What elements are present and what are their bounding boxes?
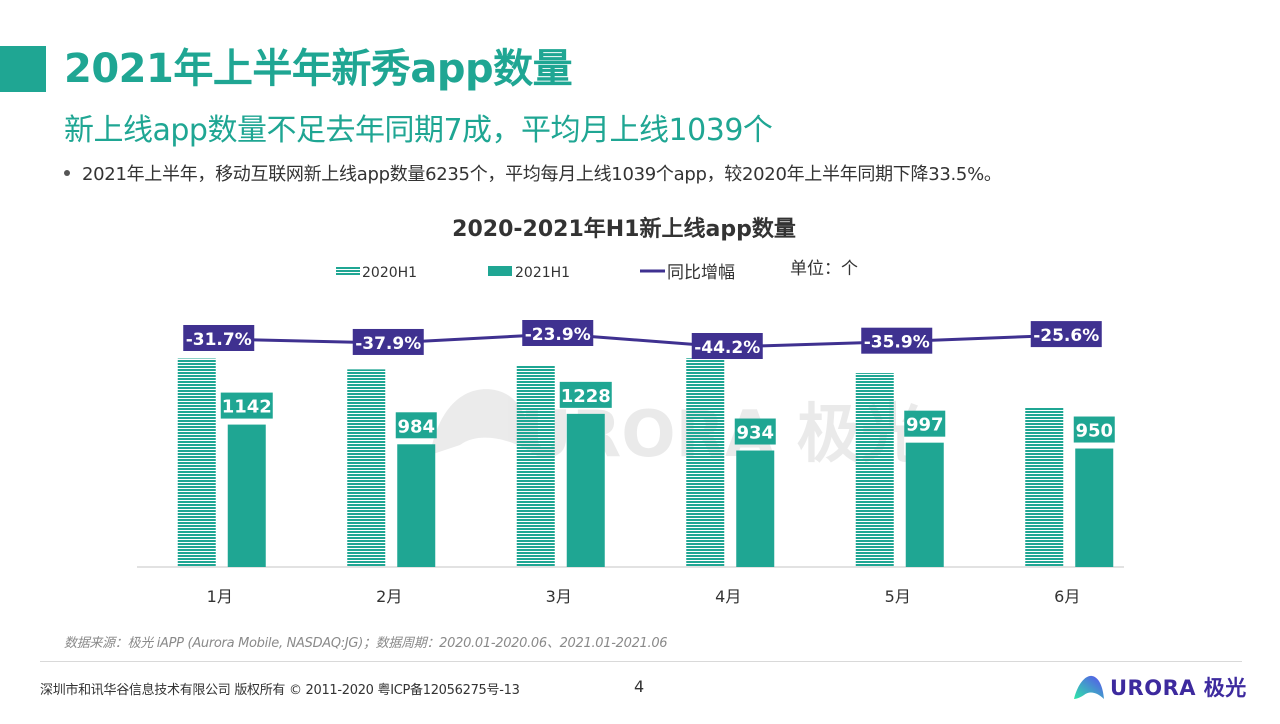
yoy-label: -31.7% [186, 330, 252, 350]
legend-label-2020h1: 2020H1 [362, 265, 417, 281]
yoy-label: -23.9% [525, 325, 591, 345]
copyright-text: 深圳市和讯华谷信息技术有限公司 版权所有 © 2011-2020 粤ICP备12… [40, 683, 520, 698]
data-label-box-2021h1 [904, 410, 946, 437]
watermark: URORA 极光 [430, 389, 925, 472]
data-label-box-2021h1 [734, 418, 776, 445]
page-title: 2021年上半年新秀app数量 [64, 46, 573, 92]
bar-2020h1 [347, 369, 386, 567]
bar-2021h1 [1075, 448, 1114, 567]
data-label-box-2021h1 [1073, 416, 1115, 443]
footer-divider [40, 661, 1242, 662]
x-tick-label: 1月 [207, 587, 233, 606]
aurora-logo-icon [1074, 675, 1104, 699]
chart-title: 2020-2021年H1新上线app数量 [452, 216, 796, 242]
yoy-label-box [522, 320, 594, 346]
aurora-logo: URORA 极光 [1072, 672, 1247, 702]
line-yoy-growth [218, 332, 1067, 349]
legend: 2020H1 2021H1 同比增幅 单位：个 [336, 259, 858, 283]
page-subtitle: 新上线app数量不足去年同期7成，平均月上线1039个 [64, 113, 773, 148]
bar-2020h1 [177, 358, 216, 567]
x-tick-label: 4月 [715, 587, 741, 606]
summary-bullet: 2021年上半年，移动互联网新上线app数量6235个，平均每月上线1039个a… [64, 162, 1002, 188]
logo-text: URORA 极光 [1110, 676, 1247, 700]
data-label-box-2021h1 [559, 381, 612, 408]
data-label-box-2021h1 [220, 392, 273, 419]
x-tick-label: 6月 [1054, 587, 1080, 606]
legend-label-yoy: 同比增幅 [667, 263, 735, 283]
yoy-label: -44.2% [694, 338, 760, 358]
page-number: 4 [634, 677, 645, 696]
bullet-dot-icon [64, 170, 70, 176]
bar-2021h1 [736, 450, 775, 567]
data-label-2021h1: 934 [736, 423, 774, 444]
bar-2021h1 [905, 442, 944, 567]
data-label-2021h1: 1142 [222, 397, 272, 418]
yoy-label: -37.9% [355, 334, 421, 354]
title-accent-block [0, 46, 46, 92]
data-label-2021h1: 1228 [561, 386, 611, 407]
unit-label: 单位：个 [790, 259, 858, 279]
legend-swatch-2020h1 [336, 266, 360, 276]
data-label-2021h1: 997 [906, 415, 944, 436]
yoy-label-box [691, 333, 763, 359]
x-tick-label: 5月 [885, 587, 911, 606]
yoy-label: -25.6% [1033, 326, 1099, 346]
bar-2021h1 [566, 413, 605, 567]
yoy-label-box [183, 324, 255, 351]
bar-2020h1 [516, 365, 555, 567]
bar-2020h1 [1025, 407, 1064, 567]
bar-2021h1 [397, 444, 436, 567]
data-source-note: 数据来源：极光 iAPP (Aurora Mobile, NASDAQ:JG)；… [64, 636, 668, 651]
yoy-label-box [1030, 321, 1102, 348]
bar-2020h1 [855, 373, 894, 567]
legend-label-2021h1: 2021H1 [515, 265, 570, 281]
data-label-box-2021h1 [395, 412, 437, 439]
x-tick-label: 3月 [546, 587, 572, 606]
yoy-label: -35.9% [864, 333, 930, 353]
yoy-label-box [861, 327, 933, 354]
data-label-2021h1: 984 [397, 416, 435, 437]
legend-swatch-2021h1 [488, 266, 512, 276]
bar-2020h1 [686, 358, 725, 567]
x-tick-label: 2月 [376, 587, 402, 606]
summary-text: 2021年上半年，移动互联网新上线app数量6235个，平均每月上线1039个a… [82, 164, 1002, 185]
yoy-label-box [352, 328, 424, 355]
data-label-2021h1: 950 [1075, 421, 1113, 442]
watermark-logo-icon [430, 389, 535, 455]
bar-2021h1 [227, 424, 266, 567]
